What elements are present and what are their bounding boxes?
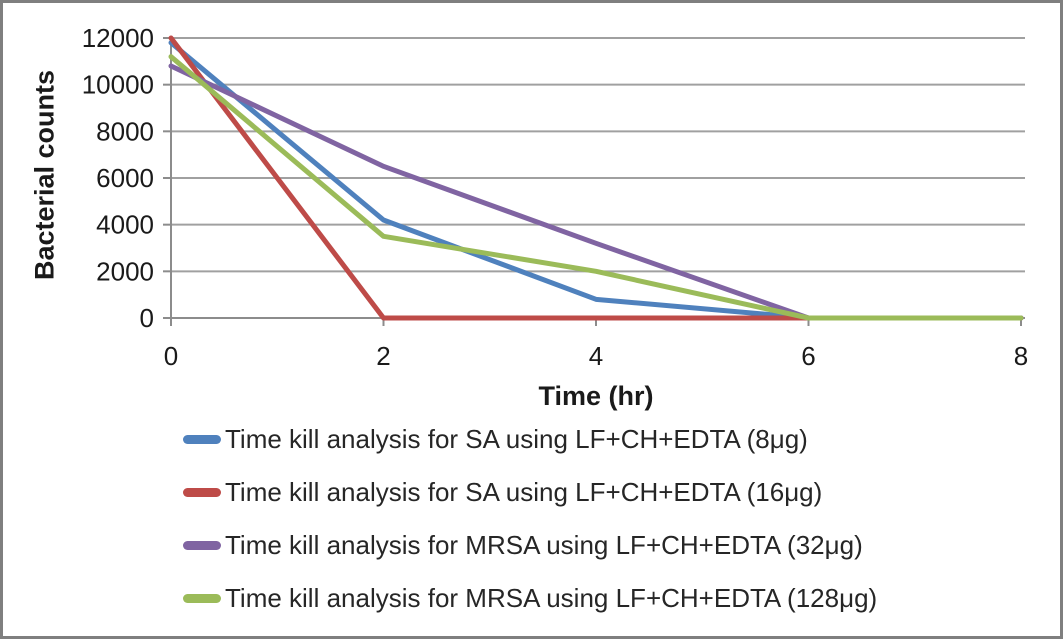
y-tick-label: 4000 [96, 210, 154, 240]
x-tick-label: 4 [589, 341, 603, 371]
series-line [168, 54, 1024, 321]
x-tick-label: 8 [1014, 341, 1028, 371]
legend-label: Time kill analysis for MRSA using LF+CH+… [225, 583, 878, 613]
legend-label: Time kill analysis for MRSA using LF+CH+… [225, 530, 863, 560]
legend-swatch-icon [183, 594, 221, 603]
plot-area: 0 2000 4000 6000 8000 10000 12000 0 2 4 6 8 [82, 23, 1029, 371]
x-tick-label: 0 [164, 341, 178, 371]
x-axis-title: Time (hr) [538, 381, 654, 411]
x-tick-label: 2 [376, 341, 390, 371]
legend: Time kill analysis for SA using LF+CH+ED… [183, 413, 877, 625]
legend-swatch-icon [183, 488, 221, 497]
legend-swatch-icon [183, 435, 221, 444]
series-line [168, 63, 1024, 321]
y-tick-label: 2000 [96, 256, 154, 286]
x-tick-label: 6 [801, 341, 815, 371]
y-tick-label: 12000 [82, 23, 154, 53]
legend-item: Time kill analysis for SA using LF+CH+ED… [183, 413, 877, 466]
y-tick-label: 6000 [96, 163, 154, 193]
y-axis-title: Bacterial counts [29, 69, 60, 281]
legend-item: Time kill analysis for SA using LF+CH+ED… [183, 466, 877, 519]
legend-label: Time kill analysis for SA using LF+CH+ED… [225, 424, 808, 454]
legend-swatch-icon [183, 541, 221, 550]
legend-item: Time kill analysis for MRSA using LF+CH+… [183, 572, 877, 625]
legend-label: Time kill analysis for SA using LF+CH+ED… [225, 477, 823, 507]
legend-item: Time kill analysis for MRSA using LF+CH+… [183, 519, 877, 572]
y-tick-label: 10000 [82, 70, 154, 100]
y-tick-label: 0 [140, 303, 154, 333]
y-tick-label: 8000 [96, 116, 154, 146]
